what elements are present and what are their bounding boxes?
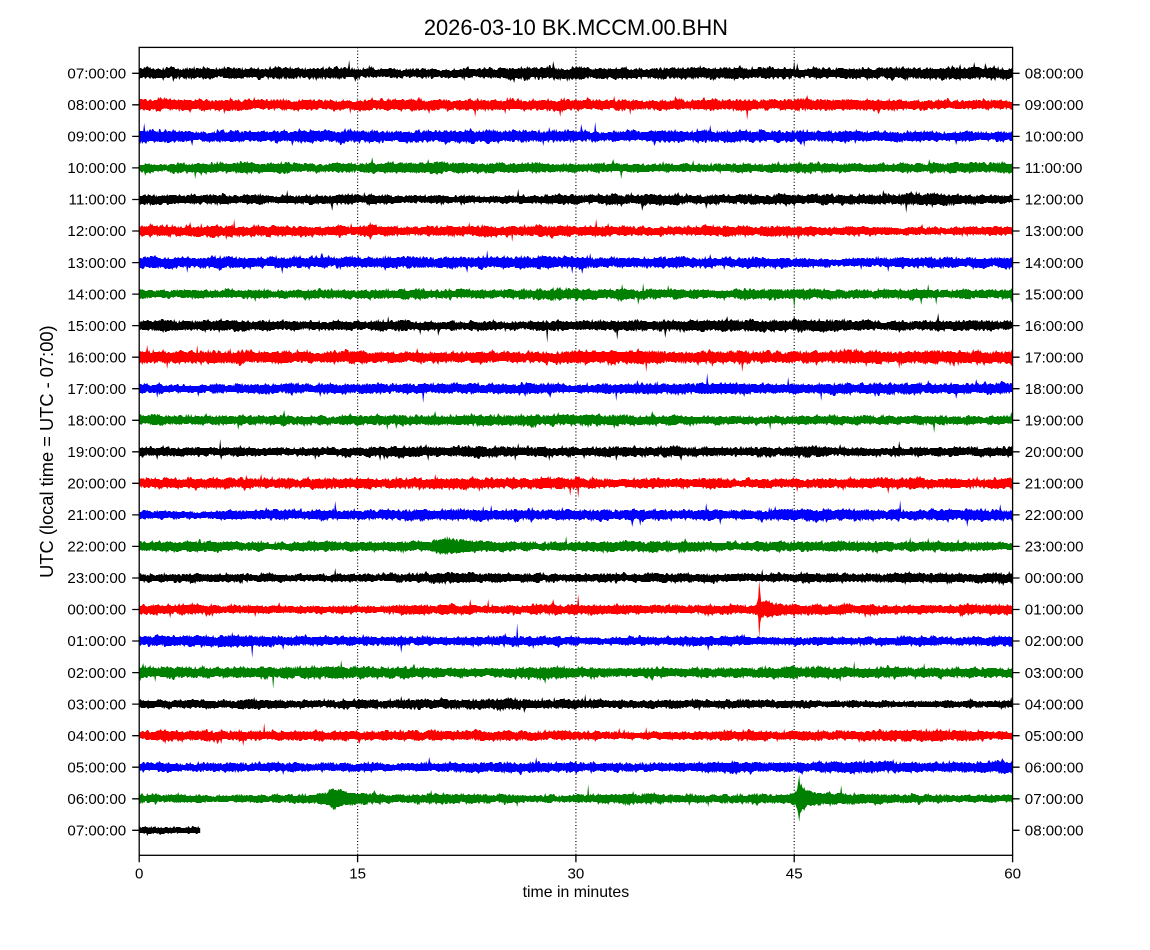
svg-text:45: 45	[786, 865, 803, 882]
svg-text:07:00:00: 07:00:00	[67, 66, 126, 83]
svg-text:13:00:00: 13:00:00	[67, 255, 126, 272]
svg-text:14:00:00: 14:00:00	[1025, 255, 1084, 272]
svg-text:UTC (local time = UTC - 07:00): UTC (local time = UTC - 07:00)	[36, 325, 57, 577]
svg-text:15: 15	[349, 865, 366, 882]
svg-text:02:00:00: 02:00:00	[67, 665, 126, 682]
svg-text:19:00:00: 19:00:00	[1025, 413, 1084, 430]
svg-text:09:00:00: 09:00:00	[1025, 97, 1084, 114]
svg-text:20:00:00: 20:00:00	[1025, 444, 1084, 461]
svg-text:09:00:00: 09:00:00	[67, 129, 126, 146]
svg-text:10:00:00: 10:00:00	[1025, 129, 1084, 146]
svg-text:12:00:00: 12:00:00	[67, 223, 126, 240]
svg-text:15:00:00: 15:00:00	[67, 318, 126, 335]
svg-text:23:00:00: 23:00:00	[1025, 539, 1084, 556]
svg-text:02:00:00: 02:00:00	[1025, 633, 1084, 650]
svg-text:18:00:00: 18:00:00	[1025, 381, 1084, 398]
svg-text:60: 60	[1004, 865, 1021, 882]
svg-text:30: 30	[568, 865, 585, 882]
svg-text:14:00:00: 14:00:00	[67, 286, 126, 303]
svg-text:00:00:00: 00:00:00	[1025, 570, 1084, 587]
svg-text:03:00:00: 03:00:00	[1025, 665, 1084, 682]
svg-text:23:00:00: 23:00:00	[67, 570, 126, 587]
svg-text:21:00:00: 21:00:00	[67, 507, 126, 524]
svg-text:17:00:00: 17:00:00	[1025, 349, 1084, 366]
svg-text:10:00:00: 10:00:00	[67, 160, 126, 177]
svg-text:04:00:00: 04:00:00	[1025, 696, 1084, 713]
svg-text:17:00:00: 17:00:00	[67, 381, 126, 398]
svg-text:01:00:00: 01:00:00	[67, 633, 126, 650]
svg-text:11:00:00: 11:00:00	[1025, 160, 1083, 177]
svg-text:05:00:00: 05:00:00	[67, 759, 126, 776]
svg-text:06:00:00: 06:00:00	[1025, 759, 1084, 776]
svg-text:00:00:00: 00:00:00	[67, 602, 126, 619]
svg-text:04:00:00: 04:00:00	[67, 728, 126, 745]
svg-text:08:00:00: 08:00:00	[1025, 823, 1084, 840]
svg-text:13:00:00: 13:00:00	[1025, 223, 1084, 240]
svg-text:22:00:00: 22:00:00	[67, 539, 126, 556]
svg-text:08:00:00: 08:00:00	[1025, 66, 1084, 83]
svg-text:time in minutes: time in minutes	[523, 884, 630, 901]
svg-text:0: 0	[135, 865, 143, 882]
svg-text:16:00:00: 16:00:00	[1025, 318, 1084, 335]
svg-text:18:00:00: 18:00:00	[67, 413, 126, 430]
svg-text:03:00:00: 03:00:00	[67, 696, 126, 713]
svg-text:19:00:00: 19:00:00	[67, 444, 126, 461]
svg-text:2026-03-10 BK.MCCM.00.BHN: 2026-03-10 BK.MCCM.00.BHN	[424, 15, 728, 40]
svg-text:08:00:00: 08:00:00	[67, 97, 126, 114]
svg-text:05:00:00: 05:00:00	[1025, 728, 1084, 745]
svg-text:12:00:00: 12:00:00	[1025, 192, 1084, 209]
svg-text:01:00:00: 01:00:00	[1025, 602, 1084, 619]
svg-text:20:00:00: 20:00:00	[67, 476, 126, 493]
svg-text:07:00:00: 07:00:00	[67, 823, 126, 840]
svg-text:07:00:00: 07:00:00	[1025, 791, 1084, 808]
svg-text:15:00:00: 15:00:00	[1025, 286, 1084, 303]
svg-text:06:00:00: 06:00:00	[67, 791, 126, 808]
svg-text:21:00:00: 21:00:00	[1025, 476, 1084, 493]
svg-text:11:00:00: 11:00:00	[69, 192, 127, 209]
svg-text:16:00:00: 16:00:00	[67, 349, 126, 366]
svg-text:22:00:00: 22:00:00	[1025, 507, 1084, 524]
